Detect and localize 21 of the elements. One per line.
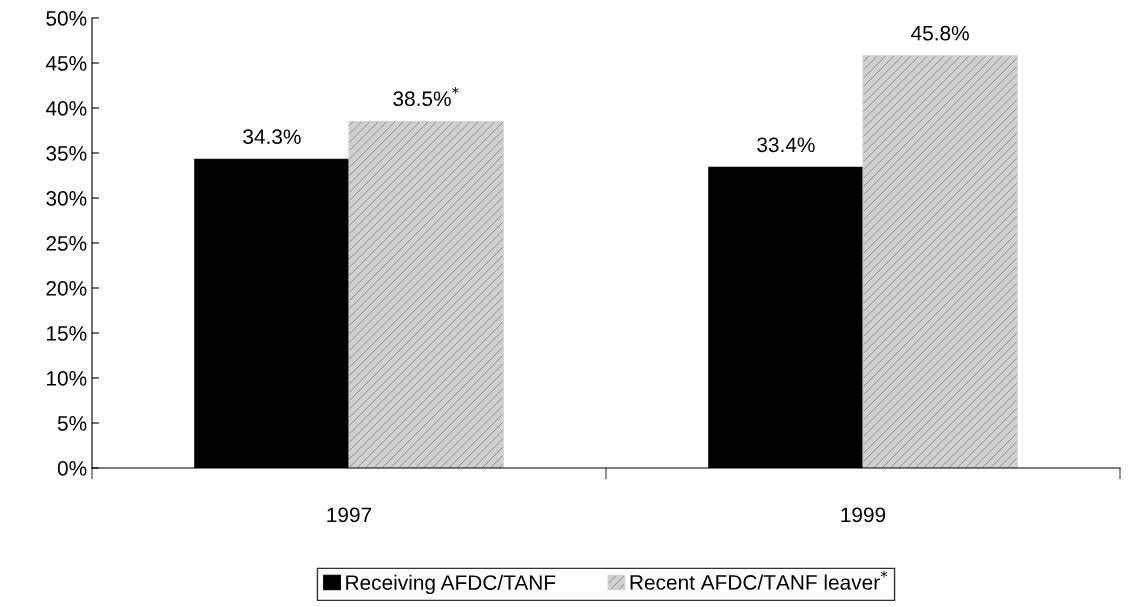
y-tick-label: 40% [45, 101, 87, 116]
y-tick-label: 15% [47, 326, 87, 341]
y-tick-label: 50% [46, 11, 87, 26]
bar [348, 120, 504, 468]
legend-label: Recent AFDC/TANF leaver$^{*}$ [630, 570, 888, 590]
y-tick-label: 25% [46, 236, 87, 251]
data-label: 33.4% [757, 137, 815, 153]
bar [862, 55, 1018, 468]
data-label: 38.5%$^{*}$ [393, 87, 459, 107]
x-tick-label: 1999 [841, 507, 886, 523]
y-tick-label: 20% [46, 281, 87, 296]
legend-label: Receiving AFDC/TANF [346, 574, 556, 595]
data-label: 34.3% [243, 129, 301, 145]
y-tick-label: 10% [47, 371, 87, 386]
y-tick-label: 0% [57, 461, 87, 476]
y-tick-label: 5% [57, 416, 87, 431]
y-tick-label: 35% [46, 146, 87, 161]
x-tick-label: 1997 [327, 507, 372, 523]
data-label: 45.8% [911, 25, 969, 41]
y-tick-label: 30% [46, 191, 87, 206]
y-tick-label: 45% [45, 56, 87, 71]
